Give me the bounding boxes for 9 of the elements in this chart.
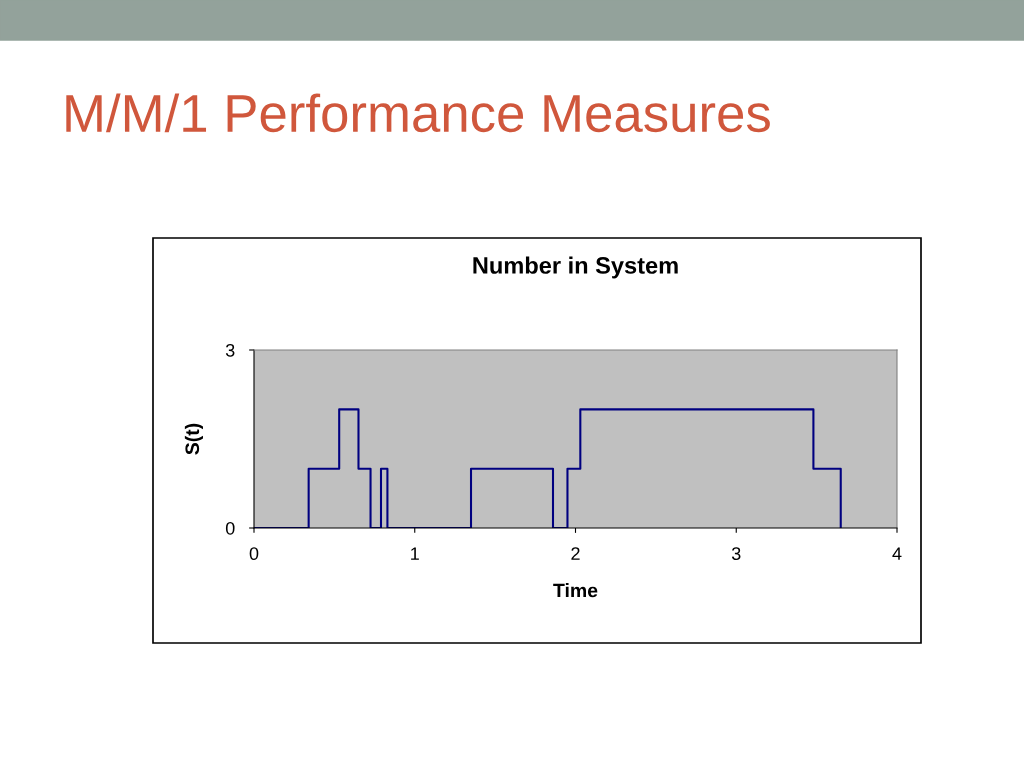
x-tick-label: 1 (411, 547, 419, 560)
x-axis-title: Time (553, 583, 598, 598)
y-axis-title: S(t) (184, 423, 203, 455)
x-tick-label: 4 (892, 547, 902, 560)
x-tick-label: 0 (249, 547, 259, 561)
chart-subtitle: Number in System (473, 256, 678, 279)
x-tick-label: 2 (571, 547, 580, 560)
x-tick-label: 3 (731, 547, 741, 561)
chart-title: M/M/1 Performance Measures (66, 93, 770, 133)
